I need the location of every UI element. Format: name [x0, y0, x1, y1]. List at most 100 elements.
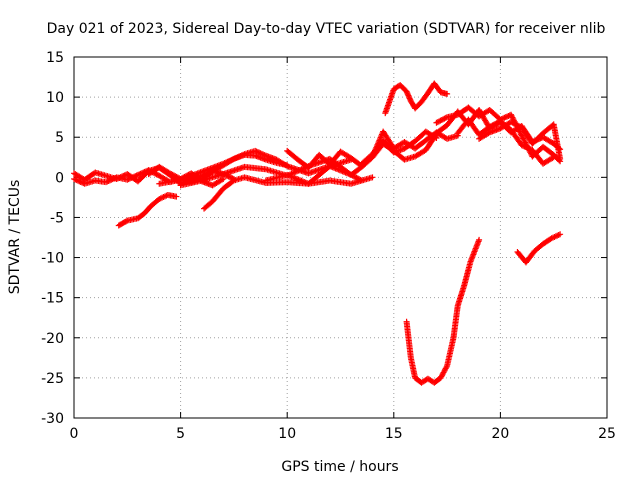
- data-point: [137, 170, 144, 177]
- data-point: [526, 145, 533, 152]
- y-tick-label: -20: [41, 331, 64, 347]
- data-point: [136, 171, 143, 178]
- data-point: [261, 152, 268, 159]
- x-tick-label: 25: [598, 426, 616, 442]
- data-point: [444, 90, 451, 97]
- data-point: [125, 176, 132, 183]
- y-tick-label: -15: [41, 291, 64, 307]
- y-tick-label: -30: [41, 411, 64, 427]
- data-point: [443, 364, 450, 371]
- x-tick-label: 5: [176, 426, 185, 442]
- data-point: [108, 176, 115, 183]
- data-point: [404, 91, 411, 98]
- data-point: [549, 155, 556, 162]
- data-point: [73, 177, 80, 184]
- data-point: [521, 143, 528, 150]
- data-point: [501, 114, 508, 121]
- data-point: [502, 114, 509, 121]
- data-point: [557, 155, 564, 162]
- data-point: [405, 92, 412, 99]
- data-point: [133, 172, 140, 179]
- data-point: [72, 176, 79, 183]
- series-arc14: [454, 116, 557, 167]
- data-point: [257, 150, 264, 157]
- data-point: [218, 176, 225, 183]
- data-point: [123, 218, 130, 225]
- data-point: [432, 134, 439, 141]
- series-arc10: [358, 128, 440, 167]
- data-point: [140, 169, 147, 176]
- data-point: [141, 168, 148, 175]
- data-point: [518, 142, 525, 149]
- data-point: [110, 175, 117, 182]
- plot-frame: [73, 56, 608, 419]
- x-tick-label: 10: [278, 426, 296, 442]
- data-point: [132, 173, 139, 180]
- data-point: [282, 162, 289, 169]
- data-point: [525, 145, 532, 152]
- y-tick-label: -25: [41, 371, 64, 387]
- data-point: [557, 231, 564, 238]
- series-arc6: [201, 174, 376, 212]
- data-point: [129, 174, 136, 181]
- y-tick-label: 5: [55, 130, 64, 146]
- series-arc16: [403, 236, 483, 386]
- data-point: [404, 89, 411, 96]
- grid: [74, 57, 607, 418]
- x-tick-label: 15: [385, 426, 403, 442]
- data-point: [76, 178, 83, 185]
- series-arc11: [382, 80, 451, 117]
- y-tick-label: -10: [41, 251, 64, 267]
- y-axis-label: SDTVAR / TECUs: [7, 180, 23, 295]
- data-point: [357, 176, 364, 183]
- data-point: [550, 154, 557, 161]
- data-point: [105, 177, 112, 184]
- data-point: [358, 177, 365, 184]
- data-point: [77, 178, 84, 185]
- data-point: [476, 236, 483, 243]
- data-point: [138, 170, 145, 177]
- y-tick-label: 15: [46, 50, 64, 66]
- data-point: [226, 174, 233, 181]
- series-arc3: [115, 191, 180, 229]
- x-axis-label: GPS time / hours: [281, 459, 398, 475]
- y-tick-label: 10: [46, 90, 64, 106]
- data-point: [74, 177, 81, 184]
- data-point: [104, 178, 111, 185]
- series-arc8: [284, 128, 461, 171]
- data-point: [128, 174, 135, 181]
- data-point: [485, 130, 492, 137]
- data-point: [406, 95, 413, 102]
- data-point: [260, 151, 267, 158]
- data-point: [252, 147, 259, 154]
- data-point: [256, 149, 263, 156]
- series-arc15: [476, 118, 564, 162]
- data-point: [520, 142, 527, 149]
- data-point: [124, 176, 131, 183]
- axis-ticks: 0 5 10 15 20 25 -30 -25 -20 -15 -10 -5 0 5 10 15: [41, 50, 616, 442]
- data-point: [78, 179, 85, 186]
- data-point: [106, 177, 113, 184]
- data-point: [102, 179, 109, 186]
- data-point: [109, 176, 116, 183]
- y-tick-label: 0: [55, 170, 64, 186]
- data-point: [406, 93, 413, 100]
- data-point: [229, 178, 236, 185]
- data-points: [71, 80, 564, 386]
- data-point: [254, 149, 261, 156]
- y-tick-label: -5: [50, 210, 64, 226]
- data-point: [253, 148, 260, 155]
- data-point: [403, 88, 410, 95]
- data-point: [524, 144, 531, 151]
- data-point: [126, 175, 133, 182]
- x-tick-label: 20: [491, 426, 509, 442]
- data-point: [442, 114, 449, 121]
- data-point: [522, 144, 529, 151]
- data-point: [369, 174, 376, 181]
- data-point: [134, 171, 141, 178]
- series-arc17: [514, 231, 564, 266]
- data-point: [130, 173, 137, 180]
- data-point: [71, 175, 77, 182]
- data-point: [173, 193, 180, 200]
